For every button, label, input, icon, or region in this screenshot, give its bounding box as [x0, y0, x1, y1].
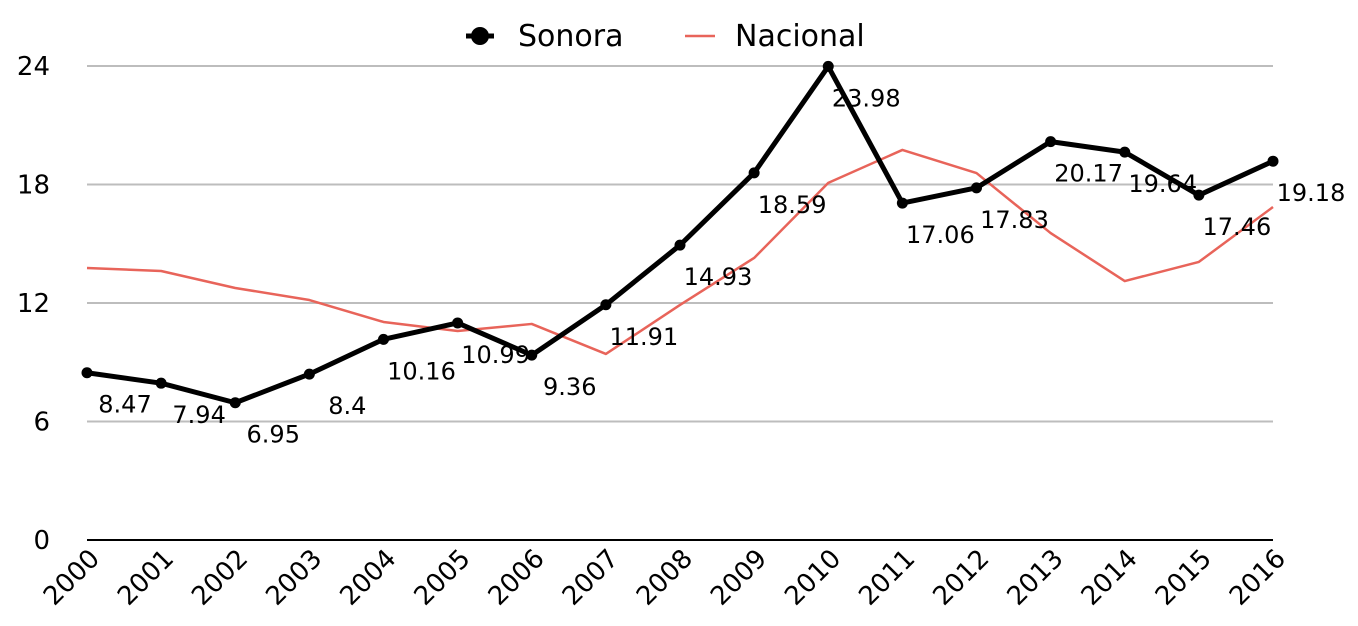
data-label: 17.06 [906, 221, 975, 249]
point [303, 368, 315, 380]
point [81, 367, 93, 379]
legend-label: Nacional [735, 19, 865, 54]
point [1045, 136, 1057, 148]
data-label: 7.94 [172, 401, 225, 429]
data-label: 8.4 [328, 392, 366, 420]
data-label: 23.98 [832, 84, 901, 112]
data-label: 18.59 [758, 191, 827, 219]
data-label: 11.91 [610, 323, 679, 351]
x-tick-label: 2015 [1150, 544, 1218, 612]
x-tick-label: 2008 [631, 544, 699, 612]
point [155, 377, 167, 389]
y-tick-label: 0 [33, 526, 50, 556]
series-line [86, 63, 1275, 406]
data-label: 19.18 [1277, 179, 1346, 207]
x-tick-label: 2003 [260, 544, 328, 612]
point [748, 167, 760, 179]
x-tick-label: 2001 [112, 544, 180, 612]
x-tick-label: 2009 [705, 544, 773, 612]
y-tick-label: 6 [33, 408, 50, 438]
x-tick-label: 2011 [853, 544, 921, 612]
point [674, 239, 686, 251]
data-label: 14.93 [684, 263, 753, 291]
x-tick-label: 2012 [927, 544, 995, 612]
point [229, 397, 241, 409]
point [896, 197, 908, 209]
data-label: 6.95 [247, 421, 300, 449]
x-tick-label: 2013 [1002, 544, 1070, 612]
data-label: 10.16 [387, 357, 456, 385]
point [1267, 155, 1279, 167]
series-line [86, 148, 1274, 356]
point [378, 333, 389, 345]
x-tick-label: 2005 [409, 544, 477, 612]
x-tick-label: 2006 [483, 544, 551, 612]
point [600, 299, 612, 311]
data-label: 8.47 [98, 391, 151, 419]
x-tick-label: 2016 [1224, 544, 1292, 612]
x-tick-label: 2010 [779, 544, 847, 612]
x-tick-label: 2014 [1076, 544, 1144, 612]
point [526, 349, 538, 361]
point [452, 317, 464, 329]
point [822, 60, 834, 72]
legend-marker [471, 27, 489, 45]
point [1193, 189, 1205, 201]
x-tick-label: 2007 [557, 544, 625, 612]
data-label: 19.64 [1128, 170, 1197, 198]
x-tick-label: 2002 [186, 544, 254, 612]
data-label: 9.36 [543, 373, 596, 401]
x-tick-label: 2004 [334, 544, 402, 612]
legend-label: Sonora [518, 19, 623, 54]
data-label: 20.17 [1054, 160, 1123, 188]
y-tick-label: 24 [17, 52, 50, 82]
point [971, 182, 982, 194]
y-tick-label: 18 [17, 171, 50, 201]
y-tick-label: 12 [17, 289, 50, 319]
data-label: 17.83 [980, 206, 1049, 234]
data-label: 17.46 [1203, 213, 1272, 241]
point [1119, 146, 1131, 158]
data-label: 10.99 [461, 341, 530, 369]
